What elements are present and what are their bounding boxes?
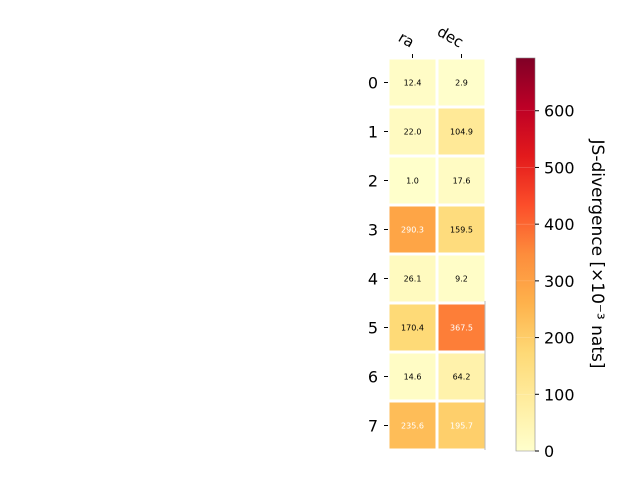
y-tick-label: 7	[368, 417, 378, 436]
heatmap-cell	[438, 59, 485, 106]
heatmap-cell	[389, 353, 436, 400]
heatmap-cell	[438, 255, 485, 302]
heatmap-cell	[438, 353, 485, 400]
heatmap-cell	[389, 157, 436, 204]
cell-value-label: 170.4	[401, 324, 424, 333]
x-tick-label: dec	[434, 22, 466, 51]
colorbar-ticks: 0 100 200 300 400 500 600	[516, 102, 575, 461]
heatmap-cells	[389, 59, 486, 450]
y-tick-label: 5	[368, 319, 378, 338]
cell-value-label: 2.9	[455, 79, 468, 88]
colorbar-tick-label: 300	[544, 272, 575, 291]
cell-value-label: 9.2	[455, 275, 468, 284]
colorbar-tick-label: 500	[544, 158, 575, 177]
heatmap-cell	[389, 402, 436, 449]
heatmap-cell	[438, 108, 485, 155]
colorbar-gradient	[515, 57, 536, 452]
y-tick-label: 1	[368, 123, 378, 142]
cell-value-label: 26.1	[404, 275, 422, 284]
colorbar-tick-label: 0	[544, 442, 554, 461]
colorbar: 0 100 200 300 400 500 600 JS-divergence [×10⁻³…	[515, 57, 607, 461]
cell-value-label: 14.6	[404, 373, 422, 382]
cell-value-label: 17.6	[453, 177, 471, 186]
heatmap-cell	[389, 255, 436, 302]
y-axis-ticks: 0 1 2 3 4 5 6 7	[368, 74, 388, 436]
y-tick-label: 3	[368, 221, 378, 240]
y-tick-label: 4	[368, 270, 378, 289]
heatmap-cell-labels: 12.4 2.9 22.0 104.9 1.0 17.6 290.3 159.5 26.1 9.2…	[401, 79, 473, 431]
cell-value-label: 195.7	[450, 422, 473, 431]
colorbar-label: JS-divergence [×10⁻³ nats]	[587, 139, 607, 369]
colorbar-tick-label: 200	[544, 329, 575, 348]
heatmap-cell	[438, 402, 485, 449]
heatmap-cell	[438, 304, 485, 351]
y-tick-label: 0	[368, 74, 378, 93]
cell-value-label: 290.3	[401, 226, 424, 235]
cell-value-label: 64.2	[453, 373, 471, 382]
heatmap-cell	[389, 108, 436, 155]
x-axis-ticks: ra dec	[395, 22, 467, 58]
heatmap-cell	[438, 206, 485, 253]
cell-value-label: 22.0	[404, 128, 422, 137]
x-tick-label: ra	[395, 28, 417, 51]
colorbar-tick-label: 600	[544, 102, 575, 121]
heatmap-cell	[438, 157, 485, 204]
cell-value-label: 104.9	[450, 128, 473, 137]
cell-value-label: 159.5	[450, 226, 473, 235]
cell-value-label: 12.4	[404, 79, 422, 88]
colorbar-tick-label: 400	[544, 215, 575, 234]
heatmap-cell	[389, 206, 436, 253]
y-tick-label: 6	[368, 368, 378, 387]
cell-value-label: 367.5	[450, 324, 473, 333]
colorbar-tick-label: 100	[544, 385, 575, 404]
cell-value-label: 235.6	[401, 422, 424, 431]
y-tick-label: 2	[368, 172, 378, 191]
cell-value-label: 1.0	[406, 177, 419, 186]
heatmap-cell	[389, 304, 436, 351]
heatmap-cell	[389, 59, 436, 106]
